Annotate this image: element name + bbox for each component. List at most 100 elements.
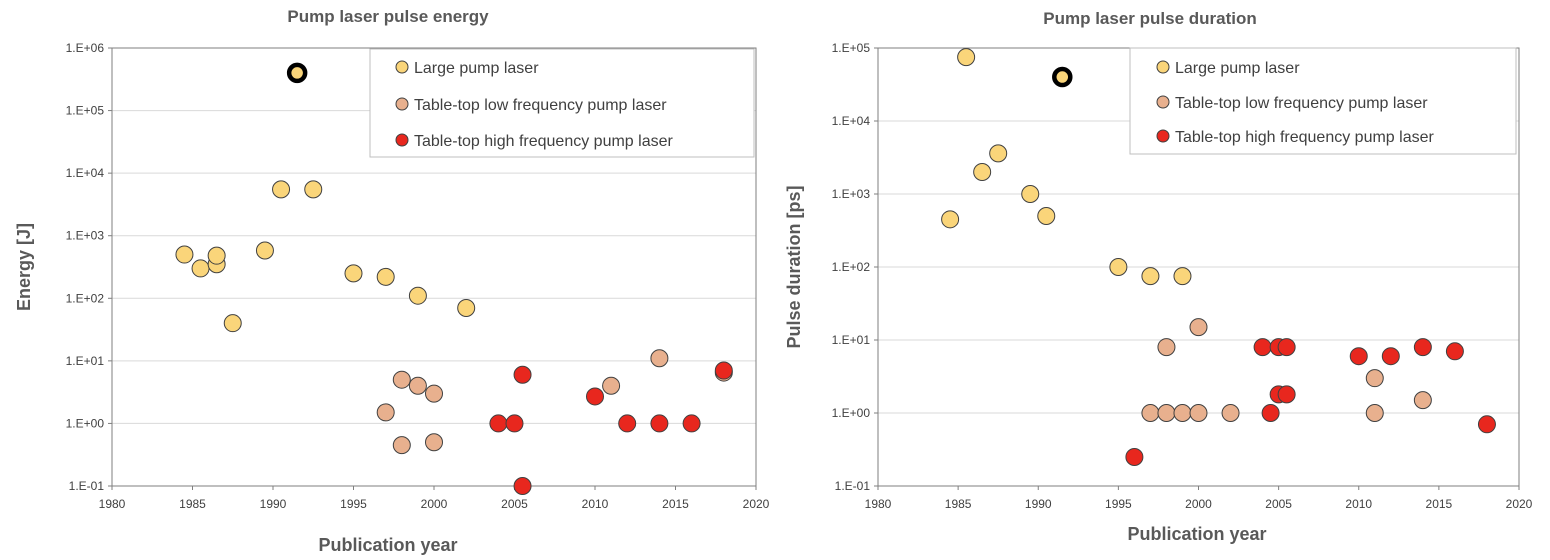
duration-point-tabletop-high — [1413, 338, 1432, 357]
duration-x-tick-label: 2005 — [1265, 497, 1292, 511]
energy-y-tick-label: 1.E-01 — [69, 479, 105, 493]
duration-legend-label-high: Table-top high frequency pump laser — [1175, 129, 1434, 146]
duration-point-tabletop-low — [1141, 404, 1160, 422]
duration-legend-label-large: Large pump laser — [1175, 60, 1300, 77]
duration-point-tabletop-high — [1349, 347, 1368, 366]
energy-point-tabletop-high — [513, 365, 532, 384]
duration-y-tick-label: 1.E-01 — [835, 479, 871, 493]
energy-x-tick-label: 1985 — [179, 497, 206, 511]
duration-x-tick-label: 2000 — [1185, 497, 1212, 511]
duration-x-tick-label: 1995 — [1105, 497, 1132, 511]
duration-x-tick-label: 1985 — [945, 497, 972, 511]
energy-y-tick-label: 1.E+00 — [66, 416, 105, 430]
duration-point-tabletop-low — [1189, 404, 1208, 422]
duration-point-large — [1109, 258, 1128, 276]
energy-point-tabletop-high — [682, 414, 701, 433]
energy-point-tabletop-low — [392, 370, 411, 389]
duration-point-tabletop-low — [1189, 318, 1208, 337]
energy-y-tick-label: 1.E+03 — [66, 229, 105, 243]
energy-point-tabletop-low — [602, 376, 621, 395]
energy-y-ticks: 1.E-01 1.E+00 1.E+01 1.E+02 1.E+03 1.E+04 1.E+… — [66, 41, 112, 493]
energy-y-tick-label: 1.E+02 — [66, 291, 105, 305]
duration-point-tabletop-high — [1477, 415, 1496, 434]
energy-legend: Large pump laser Table-top low frequency… — [369, 48, 755, 158]
energy-legend-marker-high — [395, 133, 409, 147]
duration-chart: Pump laser pulse duration 1.E-011.E+001.… — [784, 9, 1533, 544]
energy-x-axis-label: Publication year — [318, 535, 457, 555]
duration-x-axis-label: Publication year — [1127, 524, 1266, 544]
energy-point-large — [304, 180, 323, 199]
energy-point-tabletop-low — [425, 433, 443, 452]
duration-x-tick-label: 1980 — [865, 497, 892, 511]
energy-legend-marker-low — [395, 97, 409, 111]
duration-point-tabletop-high — [1381, 347, 1400, 366]
duration-x-ticks: 1980 1985 1990 1995 2000 2005 2010 2015 2020 — [865, 486, 1533, 511]
energy-x-ticks: 1980 1985 1990 1995 2000 2005 2010 2015 2020 — [99, 486, 770, 511]
energy-legend-label-high: Table-top high frequency pump laser — [414, 133, 673, 150]
duration-y-tick-label: 1.E+02 — [832, 260, 871, 274]
duration-x-tick-label: 2020 — [1506, 497, 1533, 511]
energy-point-large — [191, 259, 210, 278]
energy-point-tabletop-high — [489, 414, 508, 433]
duration-x-tick-label: 2015 — [1426, 497, 1453, 511]
energy-legend-label-large: Large pump laser — [414, 60, 539, 77]
duration-point-large — [1173, 267, 1192, 286]
energy-point-tabletop-low — [392, 436, 411, 455]
duration-point-large — [957, 48, 976, 67]
energy-y-tick-label: 1.E+05 — [66, 104, 105, 118]
duration-point-large — [1037, 206, 1056, 225]
duration-point-tabletop-low — [1365, 404, 1384, 422]
energy-legend-marker-large — [395, 60, 409, 74]
duration-point-tabletop-low — [1157, 404, 1176, 422]
duration-point-tabletop-low — [1157, 338, 1176, 357]
duration-point-tabletop-low — [1413, 391, 1432, 410]
energy-point-tabletop-high — [650, 414, 669, 433]
energy-point-tabletop-low — [425, 384, 443, 403]
energy-chart: Pump laser pulse energy 1.E-01 1.E+00 1.E+… — [14, 7, 770, 555]
duration-point-tabletop-high — [1277, 385, 1296, 404]
duration-highlight-point — [1052, 66, 1073, 88]
duration-points — [941, 48, 1496, 466]
energy-point-tabletop-high — [714, 361, 733, 380]
energy-point-tabletop-high — [618, 414, 637, 433]
energy-point-large — [344, 264, 363, 283]
duration-point-tabletop-high — [1261, 404, 1280, 422]
energy-point-tabletop-low — [408, 376, 427, 395]
duration-point-large — [1021, 185, 1040, 203]
duration-legend: Large pump laser Table-top low frequency… — [1129, 47, 1517, 155]
duration-y-tick-label: 1.E+04 — [832, 114, 871, 128]
energy-x-tick-label: 2020 — [743, 497, 770, 511]
duration-point-tabletop-high — [1125, 447, 1144, 466]
duration-point-large — [941, 210, 960, 229]
energy-x-tick-label: 1995 — [340, 497, 367, 511]
energy-point-large — [272, 180, 291, 199]
energy-point-tabletop-low — [376, 403, 395, 422]
energy-point-large — [408, 286, 427, 305]
energy-y-tick-label: 1.E+01 — [66, 354, 105, 368]
duration-point-tabletop-high — [1277, 338, 1296, 357]
energy-y-tick-label: 1.E+06 — [66, 41, 105, 55]
energy-x-tick-label: 2000 — [421, 497, 448, 511]
energy-point-large — [207, 246, 226, 265]
energy-point-large — [223, 314, 242, 333]
energy-point-tabletop-high — [586, 387, 604, 406]
duration-point-large — [1141, 267, 1160, 286]
duration-x-tick-label: 1990 — [1025, 497, 1052, 511]
duration-y-tick-label: 1.E+01 — [832, 333, 871, 347]
duration-legend-box — [1129, 47, 1517, 155]
energy-x-tick-label: 2015 — [662, 497, 689, 511]
duration-y-axis-label: Pulse duration [ps] — [784, 185, 804, 348]
duration-grid — [878, 120, 1519, 414]
duration-legend-label-low: Table-top low frequency pump laser — [1175, 95, 1428, 112]
energy-point-large — [175, 245, 194, 264]
energy-legend-label-low: Table-top low frequency pump laser — [414, 97, 667, 114]
energy-point-large — [457, 298, 476, 317]
energy-point-large — [255, 241, 274, 260]
energy-y-axis-label: Energy [J] — [14, 223, 34, 311]
energy-point-large — [376, 267, 395, 286]
duration-point-tabletop-low — [1173, 404, 1192, 422]
duration-y-tick-label: 1.E+00 — [832, 406, 871, 420]
energy-legend-box — [369, 48, 755, 158]
duration-point-tabletop-low — [1365, 369, 1384, 388]
